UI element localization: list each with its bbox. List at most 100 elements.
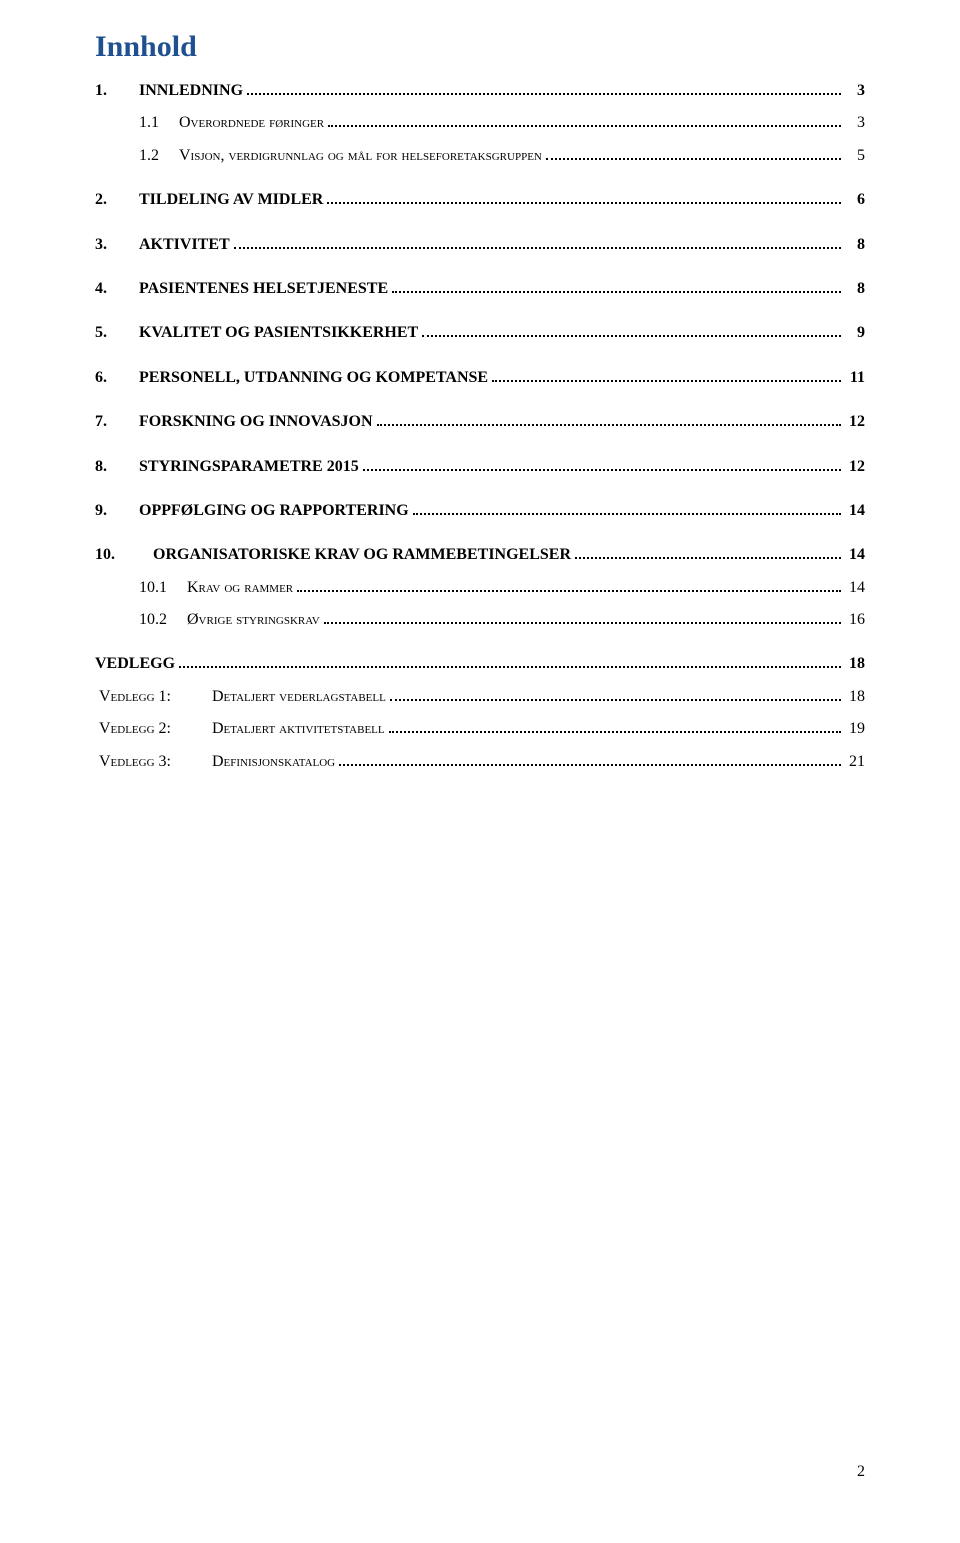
toc-entry-number: Vedlegg 3: [95, 747, 202, 777]
toc-spacer [95, 173, 865, 185]
toc-entry-page: 18 [845, 649, 865, 679]
toc-entry-page: 12 [845, 452, 865, 482]
toc-entry-page: 8 [845, 230, 865, 260]
page-title: Innhold [95, 30, 865, 64]
toc-entry-label: FORSKNING OG INNOVASJON [139, 407, 373, 437]
toc-dots [324, 611, 841, 624]
toc-entry: VEDLEGG 18 [95, 649, 865, 679]
toc-entry-label: VEDLEGG [95, 649, 175, 679]
toc-entry: 8.STYRINGSPARAMETRE 2015 12 [95, 452, 865, 482]
toc-entry-label: TILDELING AV MIDLER [139, 185, 323, 215]
toc-entry: 1.INNLEDNING 3 [95, 76, 865, 106]
toc-entry: 2.TILDELING AV MIDLER 6 [95, 185, 865, 215]
toc-entry: Vedlegg 3:Definisjonskatalog21 [95, 747, 865, 777]
toc-entry-label: Detaljert vederlagstabell [212, 682, 386, 712]
toc-dots [492, 369, 841, 382]
toc-dots [413, 502, 841, 515]
toc-entry-label: AKTIVITET [139, 230, 230, 260]
toc-entry: Vedlegg 2: Detaljert aktivitetstabell 19 [95, 714, 865, 744]
toc-entry-page: 3 [845, 108, 865, 138]
toc-entry-number: 5. [95, 318, 139, 348]
toc-entry: 5.KVALITET OG PASIENTSIKKERHET 9 [95, 318, 865, 348]
toc-entry-label: Visjon, verdigrunnlag og mål for helsefo… [179, 141, 542, 171]
toc-entry-label: PERSONELL, UTDANNING OG KOMPETANSE [139, 363, 488, 393]
toc-spacer [95, 395, 865, 407]
toc-entry-page: 14 [845, 496, 865, 526]
toc-entry-label: PASIENTENES HELSETJENESTE [139, 274, 388, 304]
toc-entry-number: Vedlegg 1: [95, 682, 202, 712]
toc-dots [422, 325, 841, 338]
toc-entry-page: 19 [845, 714, 865, 744]
toc-entry-page: 8 [845, 274, 865, 304]
toc-entry-number: 6. [95, 363, 139, 393]
toc-entry-number: 9. [95, 496, 139, 526]
toc-entry: 4.PASIENTENES HELSETJENESTE 8 [95, 274, 865, 304]
toc-dots [546, 147, 841, 160]
toc-dots [377, 413, 841, 426]
toc-entry-page: 14 [845, 573, 865, 603]
toc-entry-page: 11 [845, 363, 865, 393]
toc-entry-number: 1.1 [95, 108, 159, 138]
toc-entry: 3.AKTIVITET 8 [95, 230, 865, 260]
toc-entry-label: ORGANISATORISKE KRAV OG RAMMEBETINGELSER [153, 540, 571, 570]
toc-entry: 10.2 Øvrige styringskrav 16 [95, 605, 865, 635]
toc-entry-label: KVALITET OG PASIENTSIKKERHET [139, 318, 418, 348]
toc-dots [339, 753, 841, 766]
toc-entry-number: 8. [95, 452, 139, 482]
toc-dots [234, 236, 841, 249]
toc-entry-number: 10.2 [95, 605, 167, 635]
page-number: 2 [857, 1463, 865, 1481]
toc-entry-page: 5 [845, 141, 865, 171]
toc-dots [179, 656, 841, 669]
toc-entry-label: INNLEDNING [139, 76, 243, 106]
toc-entry-number: 10. [95, 540, 153, 570]
toc-entry-page: 18 [845, 682, 865, 712]
toc-entry-label: Øvrige styringskrav [187, 605, 320, 635]
toc-entry-number: 7. [95, 407, 139, 437]
toc-entry-page: 21 [845, 747, 865, 777]
toc-spacer [95, 440, 865, 452]
toc-spacer [95, 351, 865, 363]
toc-spacer [95, 637, 865, 649]
toc-spacer [95, 262, 865, 274]
toc-entry-page: 6 [845, 185, 865, 215]
toc-entry: 6.PERSONELL, UTDANNING OG KOMPETANSE 11 [95, 363, 865, 393]
toc-dots [328, 115, 841, 128]
toc-entry-label: Krav og rammer [187, 573, 293, 603]
toc-entry-page: 9 [845, 318, 865, 348]
toc-spacer [95, 528, 865, 540]
toc-entry-number: 2. [95, 185, 139, 215]
toc-entry: 10.ORGANISATORISKE KRAV OG RAMMEBETINGEL… [95, 540, 865, 570]
toc-dots [363, 458, 841, 471]
toc-entry: 1.1 Overordnede føringer 3 [95, 108, 865, 138]
toc-entry-number: Vedlegg 2: [95, 714, 202, 744]
toc-entry: 10.1 Krav og rammer 14 [95, 573, 865, 603]
toc-entry-page: 12 [845, 407, 865, 437]
toc-entry-number: 1.2 [95, 141, 159, 171]
toc-entry-label: OPPFØLGING OG RAPPORTERING [139, 496, 409, 526]
toc-dots [297, 579, 841, 592]
toc-spacer [95, 306, 865, 318]
toc-entry-number: 10.1 [95, 573, 167, 603]
toc-dots [327, 191, 841, 204]
toc-entry: 9.OPPFØLGING OG RAPPORTERING 14 [95, 496, 865, 526]
toc-entry-page: 14 [845, 540, 865, 570]
toc-dots [247, 82, 841, 95]
toc-entry-label: STYRINGSPARAMETRE 2015 [139, 452, 359, 482]
toc-dots [575, 547, 841, 560]
toc-entry-page: 16 [845, 605, 865, 635]
toc-entry: 7.FORSKNING OG INNOVASJON 12 [95, 407, 865, 437]
toc-dots [390, 688, 841, 701]
toc-entry: 1.2 Visjon, verdigrunnlag og mål for hels… [95, 141, 865, 171]
toc-entry-label: Detaljert aktivitetstabell [212, 714, 385, 744]
toc-entry-label: Overordnede føringer [179, 108, 324, 138]
toc-entry: Vedlegg 1: Detaljert vederlagstabell 18 [95, 682, 865, 712]
toc-entry-number: 3. [95, 230, 139, 260]
toc-spacer [95, 484, 865, 496]
toc-dots [392, 280, 841, 293]
toc-dots [389, 720, 841, 733]
toc-spacer [95, 218, 865, 230]
toc-entry-number: 1. [95, 76, 139, 106]
toc-entry-number: 4. [95, 274, 139, 304]
toc-entry-page: 3 [845, 76, 865, 106]
